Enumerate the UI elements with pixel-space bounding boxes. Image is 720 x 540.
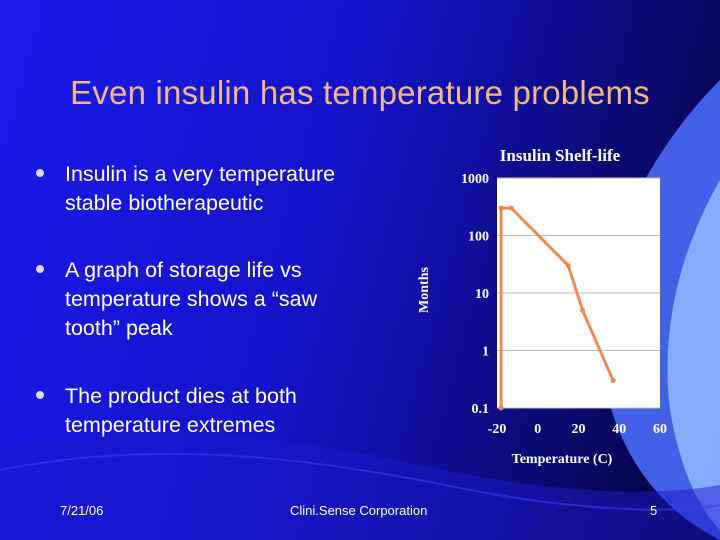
x-tick-label: 0 [534, 422, 541, 437]
data-point [610, 378, 616, 384]
bullet-dot-icon [36, 391, 44, 399]
footer-company: Clini.Sense Corporation [290, 503, 428, 518]
bullet-text: The product dies at both temperature ext… [65, 384, 297, 437]
y-tick-labels: 1000 100 10 1 0.1 [461, 172, 489, 417]
bullet-text: Insulin is a very temperature stable bio… [65, 162, 336, 215]
footer-date: 7/21/06 [60, 503, 104, 518]
y-tick-label: 10 [475, 287, 489, 302]
y-axis-label: Months [417, 267, 432, 313]
bullet-dot-icon [36, 169, 44, 177]
y-tick-label: 100 [468, 230, 489, 245]
x-axis-label: Temperature (C) [512, 452, 613, 467]
y-tick-label: 1 [482, 345, 489, 360]
x-tick-label: 20 [572, 422, 586, 437]
chart-title: Insulin Shelf-life [499, 146, 621, 165]
series [498, 205, 616, 411]
data-point [580, 307, 586, 313]
series-line [499, 206, 615, 408]
insulin-shelf-life-chart: 1000 100 10 1 0.1 -20 0 20 40 60 Months Temperat… [417, 172, 667, 467]
bullet-dot-icon [36, 265, 44, 273]
slide-title: Even insulin has temperature problems [70, 74, 650, 111]
footer-page-number: 5 [650, 503, 658, 518]
data-point [498, 205, 504, 211]
data-point [565, 263, 571, 269]
grid [497, 177, 660, 409]
x-tick-label: 40 [612, 422, 626, 437]
y-tick-label: 0.1 [472, 402, 490, 417]
x-tick-label: -20 [488, 422, 507, 437]
data-point [508, 205, 514, 211]
y-tick-label: 1000 [461, 172, 489, 187]
data-point [498, 405, 504, 411]
bullet-text: A graph of storage life vs temperature s… [65, 258, 318, 340]
x-tick-label: 60 [653, 422, 667, 437]
x-tick-labels: -20 0 20 40 60 [488, 422, 667, 437]
